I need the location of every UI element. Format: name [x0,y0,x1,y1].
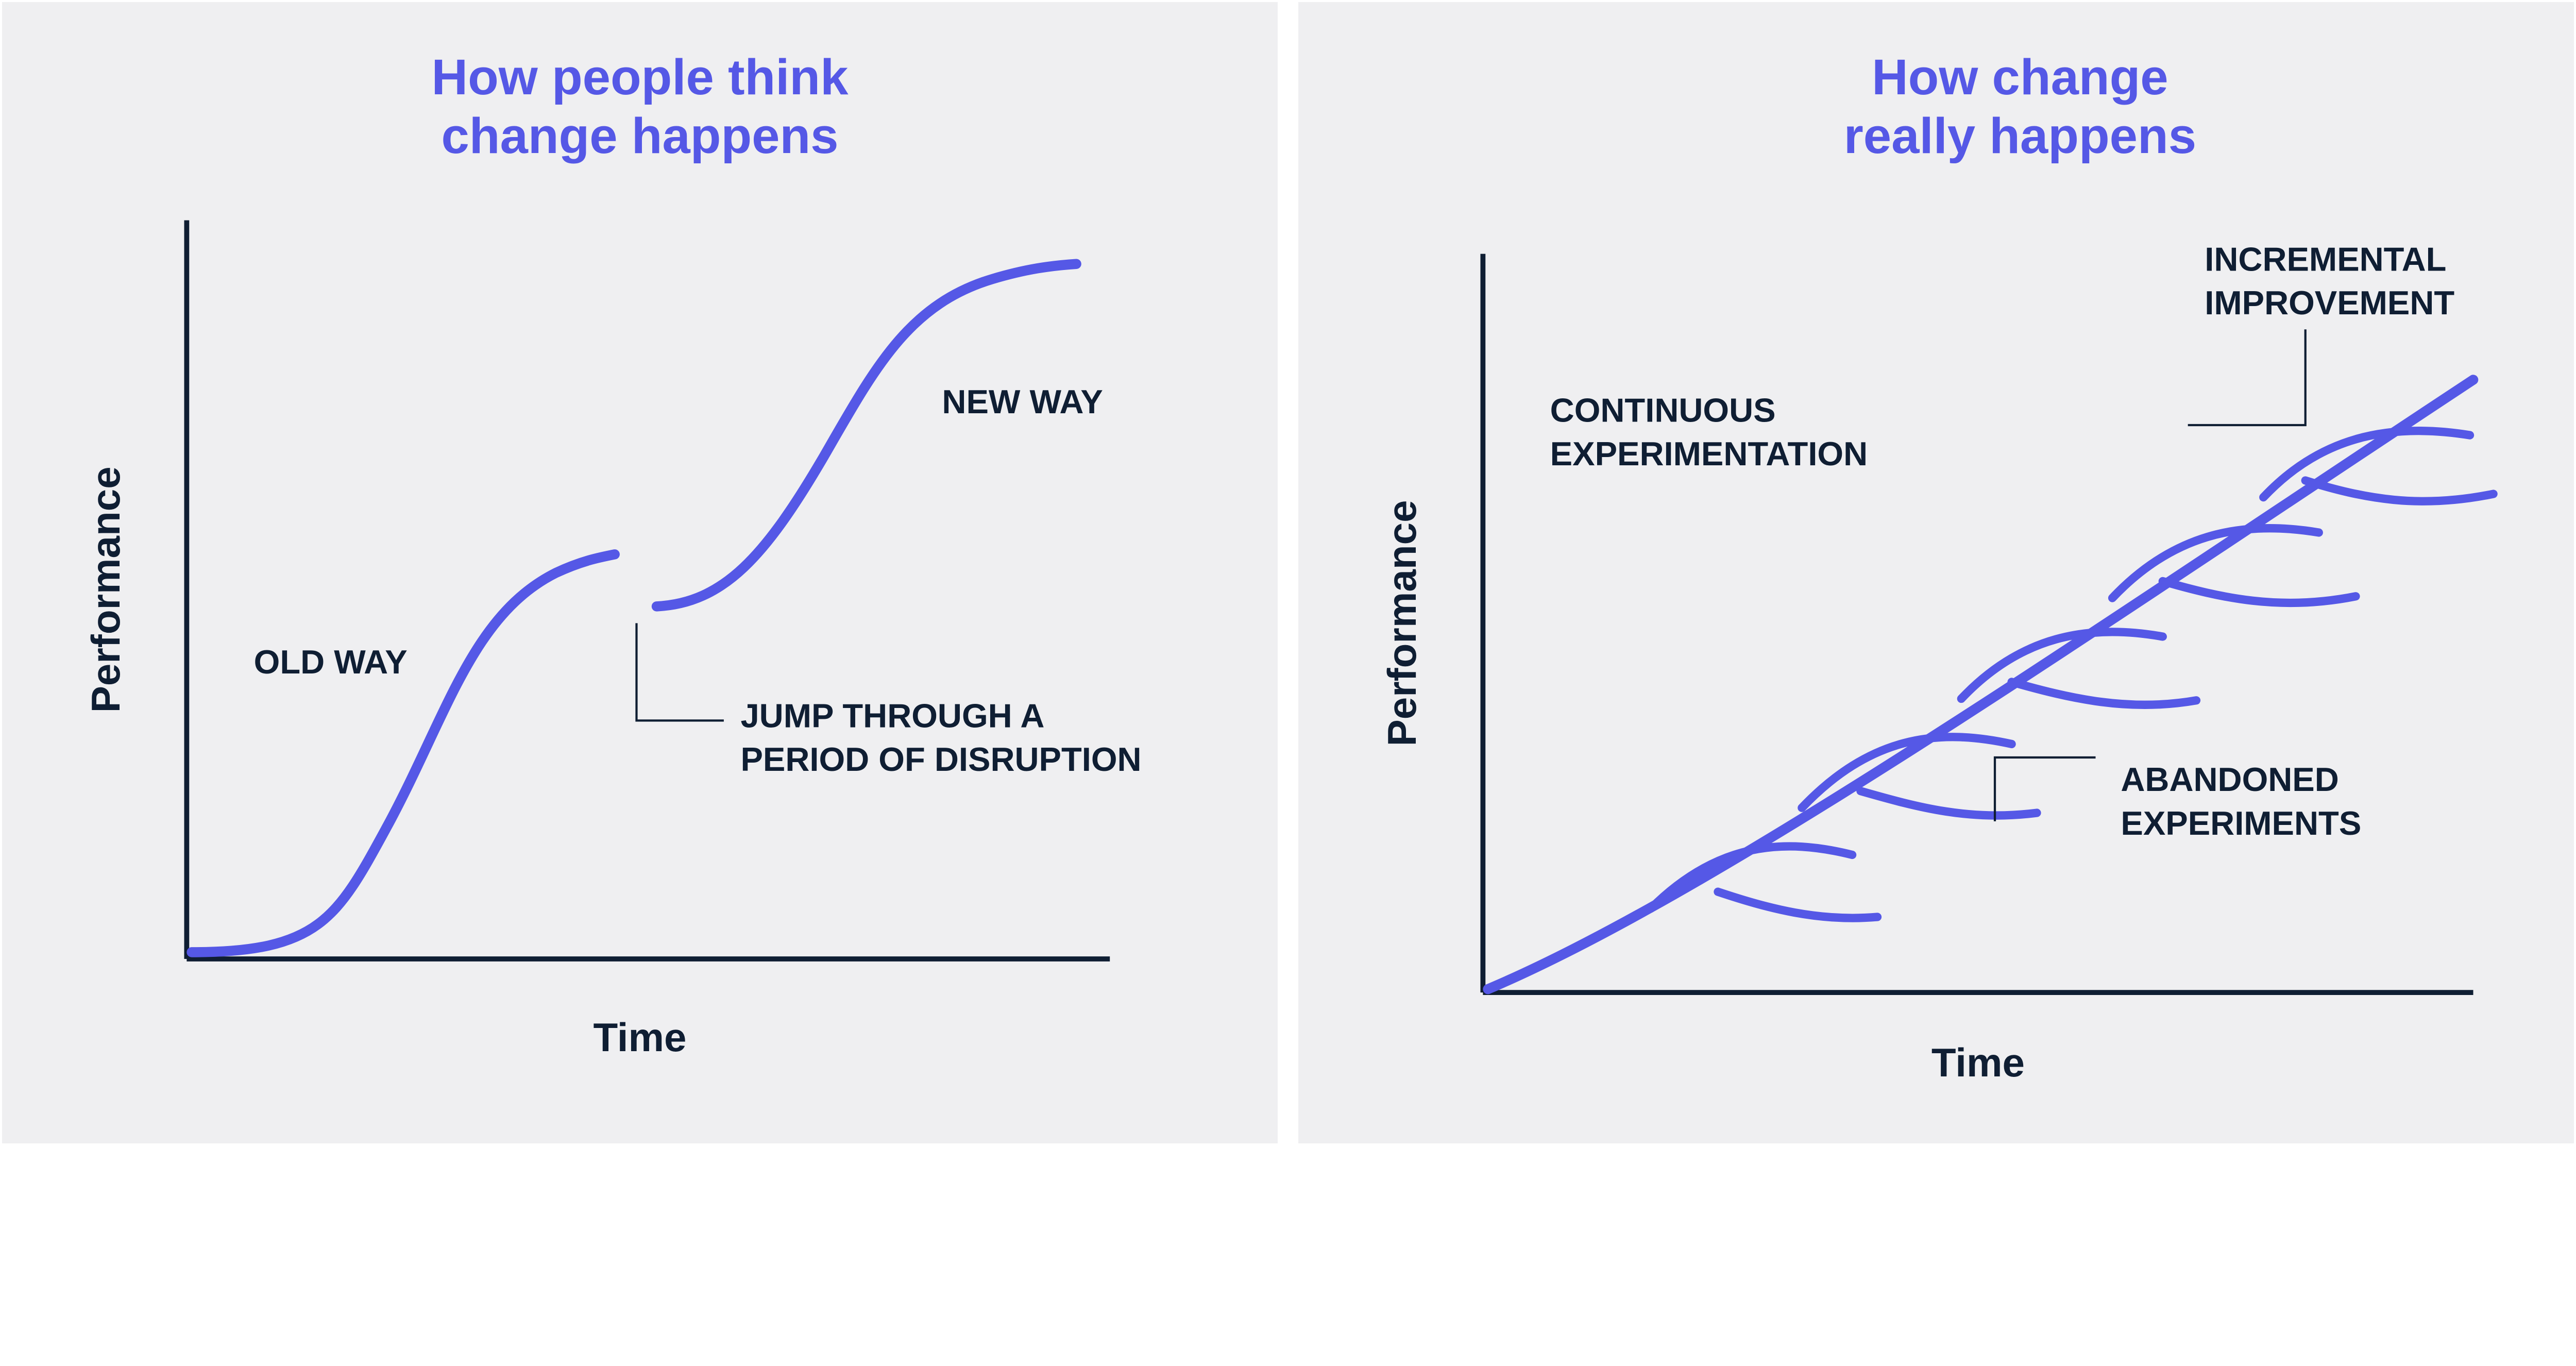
y-axis-label: Performance [1379,500,1425,746]
chart-left: How people think change happens Time Per… [2,2,1278,1143]
x-axis-label: Time [1931,1040,2025,1085]
chart-title-line1: How change [1872,49,2168,105]
label-continuous-line1: CONTINUOUS [1550,391,1776,429]
label-incremental-line2: IMPROVEMENT [2205,284,2454,322]
panel-bg [1298,2,2574,1143]
label-jump-line2: PERIOD OF DISRUPTION [740,740,1141,778]
panel-left: How people think change happens Time Per… [2,2,1278,1364]
panel-bg [2,2,1278,1143]
chart-right: How change really happens Time Performan… [1298,2,2574,1143]
panel-right: How change really happens Time Performan… [1298,2,2574,1364]
chart-title-line1: How people think [432,49,849,105]
chart-title-line2: really happens [1844,108,2196,164]
y-axis-label: Performance [83,466,128,713]
x-axis-label: Time [593,1015,686,1060]
label-incremental-line1: INCREMENTAL [2205,240,2446,278]
label-new-way: NEW WAY [942,383,1103,420]
label-old-way: OLD WAY [254,643,408,681]
label-abandoned-line2: EXPERIMENTS [2121,804,2361,842]
label-jump-line1: JUMP THROUGH A [740,697,1044,734]
label-continuous-line2: EXPERIMENTATION [1550,435,1868,473]
chart-title-line2: change happens [441,108,838,164]
label-abandoned-line1: ABANDONED [2121,761,2338,798]
